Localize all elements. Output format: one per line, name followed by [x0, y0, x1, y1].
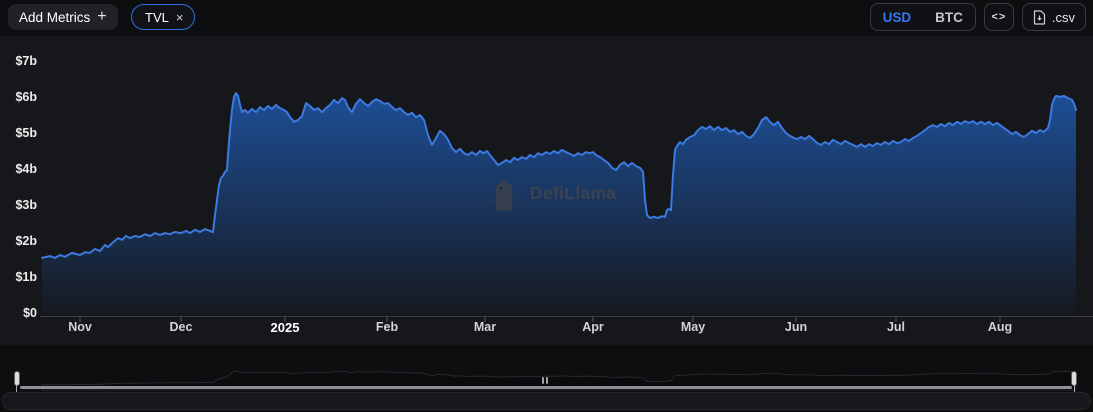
datazoom-right-handle-stem — [1074, 385, 1075, 392]
x-axis-label: Nov — [68, 320, 92, 334]
x-axis-label: Dec — [169, 320, 193, 334]
embed-code-button[interactable]: <> — [983, 3, 1014, 31]
csv-label: .csv — [1051, 9, 1075, 25]
currency-toggle: USD BTC — [869, 3, 976, 31]
y-axis-label: $7b — [15, 53, 37, 68]
metric-pill-tvl[interactable]: TVL × — [131, 4, 196, 30]
add-metrics-button[interactable]: Add Metrics + — [8, 4, 118, 30]
add-metrics-label: Add Metrics — [19, 9, 91, 25]
currency-usd-button[interactable]: USD — [871, 4, 924, 30]
toolbar-right-cluster: USD BTC <> .csv — [869, 3, 1086, 31]
code-icon: <> — [991, 11, 1007, 23]
horizontal-scrollbar-track[interactable] — [2, 392, 1091, 410]
x-axis-label: 2025 — [270, 320, 300, 335]
y-axis-label: $6b — [15, 89, 37, 104]
y-axis-label: $1b — [15, 269, 37, 284]
x-axis-label: Mar — [473, 320, 497, 334]
close-icon[interactable]: × — [175, 9, 184, 25]
x-axis-label: Feb — [375, 320, 399, 334]
datazoom-selected-range-bar[interactable] — [20, 386, 1072, 389]
x-axis-label: Jun — [784, 320, 808, 334]
datazoom-left-handle[interactable] — [14, 371, 20, 386]
datazoom-move-grip-icon[interactable] — [542, 377, 548, 384]
x-axis-label: Apr — [582, 320, 604, 334]
download-csv-button[interactable]: .csv — [1021, 3, 1086, 31]
metric-pill-label: TVL — [145, 9, 169, 25]
y-axis-label: $3b — [15, 197, 37, 212]
y-axis-label: $5b — [15, 125, 37, 140]
datazoom-left-handle-stem — [16, 385, 17, 392]
y-axis-label: $0 — [23, 305, 37, 320]
y-axis-label: $4b — [15, 161, 37, 176]
x-axis-label: Aug — [987, 320, 1013, 334]
x-axis-label: May — [680, 320, 706, 334]
y-axis-label: $2b — [15, 233, 37, 248]
plus-icon: + — [97, 7, 107, 25]
currency-btc-button[interactable]: BTC — [923, 4, 975, 30]
file-download-icon — [1033, 9, 1045, 25]
datazoom-right-handle[interactable] — [1071, 371, 1077, 386]
x-axis-label: Jul — [886, 320, 906, 334]
toolbar: Add Metrics + TVL × USD BTC <> .csv — [0, 0, 1093, 36]
